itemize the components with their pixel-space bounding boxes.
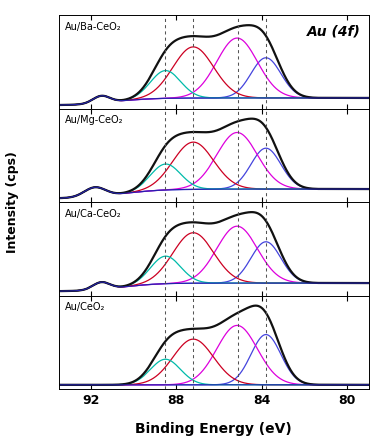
Text: Intensity (cps): Intensity (cps) xyxy=(6,151,19,253)
Text: Au/Ca-CeO₂: Au/Ca-CeO₂ xyxy=(65,209,121,219)
Text: Au/CeO₂: Au/CeO₂ xyxy=(65,302,105,312)
Text: Au (4f): Au (4f) xyxy=(307,25,361,39)
Text: Au/Mg-CeO₂: Au/Mg-CeO₂ xyxy=(65,115,123,125)
Text: Binding Energy (eV): Binding Energy (eV) xyxy=(135,422,292,436)
Text: Au/Ba-CeO₂: Au/Ba-CeO₂ xyxy=(65,22,121,32)
